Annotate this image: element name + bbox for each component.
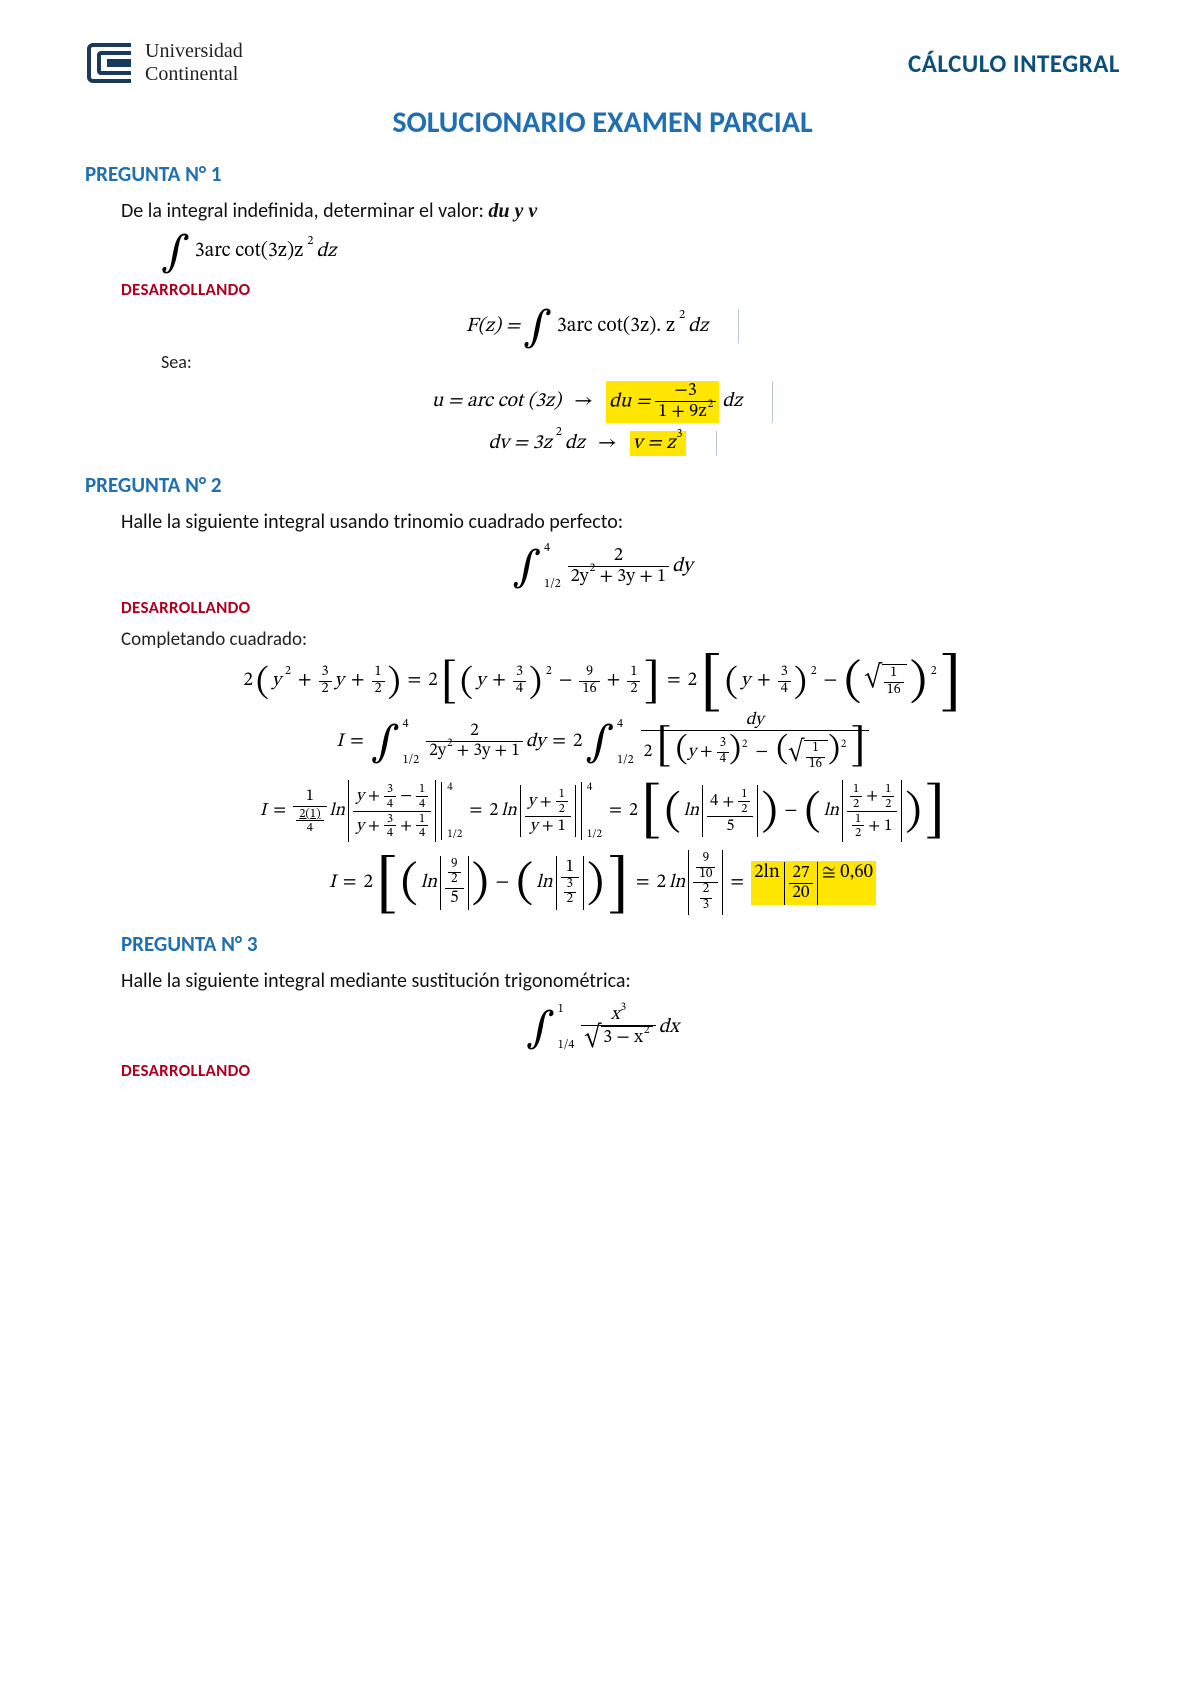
continental-logo-icon [85, 41, 133, 85]
q1-prompt-vars: du y v [488, 200, 537, 222]
question-2-prompt: Halle la siguiente integral usando trino… [121, 510, 1120, 534]
q2-num: 2 [611, 546, 626, 566]
q2-integral: ∫ 41/2 2 2y2 + 3y + 1 dy [85, 546, 1120, 587]
q3-integral: ∫ 11/4 x3 √3 − x2 dx [85, 1005, 1120, 1050]
question-2-heading: PREGUNTA N° 2 [85, 472, 1120, 498]
q1-v-highlight: v = z3 [630, 431, 686, 456]
q3-desarrollando: DESARROLLANDO [121, 1060, 1120, 1081]
q2-I-rewrite: I= ∫41/2 22y2 + 3y + 1 dy =2 ∫41/2 dy 2 … [85, 711, 1120, 772]
q1-int-dz: dz [316, 239, 336, 264]
q1-dv-lhs: dv = 3z [488, 431, 551, 456]
q2-I-eval: I= 12(1)4 ln y+34−14 y+34+14 41/2 =2 ln … [85, 780, 1120, 842]
question-3-heading: PREGUNTA N° 3 [121, 931, 1120, 957]
question-1-prompt: De la integral indefinida, determinar el… [121, 199, 1120, 223]
q1-sea: Sea: [161, 351, 1120, 373]
q1-v-rhs: v = z [633, 433, 676, 453]
q2-result-highlight: 2ln 2720 ≅ 0,60 [751, 861, 876, 905]
course-title: CÁLCULO INTEGRAL [908, 48, 1120, 79]
q1-desarrollando: DESARROLLANDO [121, 279, 1120, 300]
q1-Fz-lhs: F(z) = [466, 314, 520, 339]
q2-complete-square: 2 ( y2+32y+12 ) =2 [ (y+34)2 −916+12 ] =… [85, 659, 1120, 703]
q1-int-body: 3arc cot(3z)z [195, 239, 304, 264]
brand-text: Universidad Continental [145, 40, 243, 86]
q1-Fz-body: 3arc cot(3z). z [557, 314, 675, 339]
question-3-prompt: Halle la siguiente integral mediante sus… [121, 969, 1120, 993]
q1-Fz-dz: dz [688, 314, 708, 339]
brand-line1: Universidad [145, 40, 243, 62]
q1-du-dz: dz [722, 389, 742, 414]
q1-du-label: du = [609, 392, 655, 412]
brand: Universidad Continental [85, 40, 243, 86]
q1-int-exp: 2 [307, 234, 313, 249]
q2-result-2ln: 2ln [754, 863, 780, 882]
question-1-heading: PREGUNTA N° 1 [85, 161, 1120, 187]
page-title: SOLUCIONARIO EXAMEN PARCIAL [85, 104, 1120, 141]
q1-Fz-row: F(z) = ∫ 3arc cot(3z). z2 dz [85, 310, 1120, 344]
q2-approx: ≅ 0,60 [822, 863, 873, 882]
page-header: Universidad Continental CÁLCULO INTEGRAL [85, 40, 1120, 86]
q1-du-den: 1 + 9z [658, 403, 707, 421]
q1-du-highlight: du = −3 1 + 9z2 [606, 381, 719, 422]
q2-I-final: I=2 [ (ln925) − (ln132) ] =2ln 91023 = 2… [85, 850, 1120, 915]
q1-u-row: u = arc cot (3z) → du = −3 1 + 9z2 dz [85, 381, 1120, 422]
q3-dx: dx [659, 1015, 679, 1040]
q2-desarrollando: DESARROLLANDO [121, 597, 1120, 618]
q1-dv-dz: dz [565, 431, 585, 456]
q2-completando: Completando cuadrado: [121, 628, 1120, 651]
q1-u-lhs: u = arc cot (3z) [432, 389, 561, 414]
q1-prompt-text: De la integral indefinida, determinar el… [121, 199, 488, 223]
brand-line2: Continental [145, 63, 243, 86]
q1-integral: ∫ 3arc cot(3z)z2 dz [161, 235, 1120, 269]
q1-du-num: −3 [672, 381, 700, 401]
q1-dv-row: dv = 3z2dz → v = z3 [85, 431, 1120, 456]
q2-dy: dy [672, 554, 692, 579]
